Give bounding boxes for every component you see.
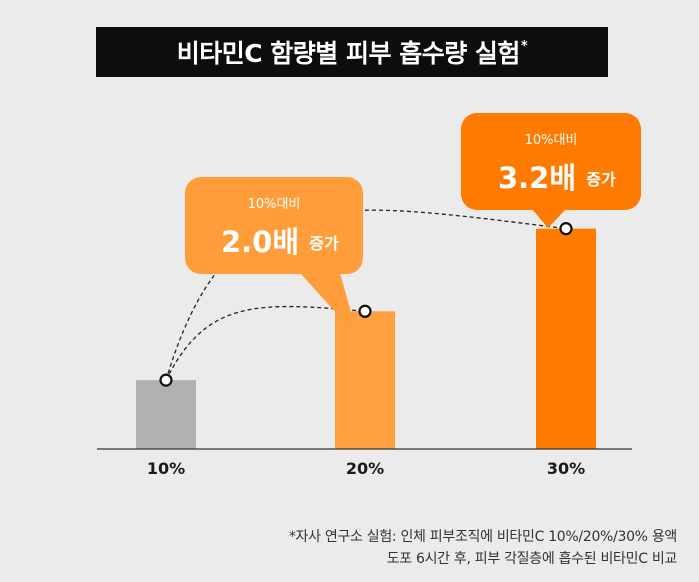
footnote-line-2: 도포 6시간 후, 피부 각질층에 흡수된 비타민C 비교 — [386, 551, 678, 567]
chart-title: 비타민C 함량별 피부 흡수량 실험 * — [96, 27, 608, 77]
callout-pointer — [532, 209, 566, 228]
callout-suffix: 증가 — [309, 234, 339, 253]
bar-30 — [536, 228, 596, 449]
title-footnote-mark: * — [520, 38, 528, 54]
bar-10 — [136, 380, 196, 449]
callout-value: 2.0배 — [221, 225, 299, 259]
x-tick-label-30: 30% — [547, 459, 585, 478]
bar-20 — [335, 311, 395, 449]
callout-20: 10%대비 2.0배 증가 — [185, 177, 363, 337]
footnote-line-1: *자사 연구소 실험: 인체 피부조직에 비타민C 10%/20%/30% 용액 — [288, 529, 677, 545]
data-point-20 — [358, 304, 372, 318]
callout-suffix: 증가 — [586, 170, 616, 189]
callout-bubble — [185, 177, 363, 274]
callout-pointer — [300, 273, 358, 337]
x-tick-label-10: 10% — [147, 459, 185, 478]
data-point-30 — [559, 222, 573, 236]
callout-bubble — [461, 113, 641, 210]
footnote: *자사 연구소 실험: 인체 피부조직에 비타민C 10%/20%/30% 용액… — [289, 526, 677, 570]
x-tick-label-20: 20% — [346, 459, 384, 478]
callout-sub-label: 10%대비 — [525, 133, 578, 148]
data-point-10 — [159, 373, 173, 387]
callout-30: 10%대비 3.2배 증가 — [461, 113, 641, 228]
callout-value: 3.2배 — [498, 161, 576, 195]
chart-title-text: 비타민C 함량별 피부 흡수량 실험 — [176, 39, 521, 68]
trend-arc-20 — [165, 305, 366, 381]
callout-sub-label: 10%대비 — [248, 197, 301, 212]
